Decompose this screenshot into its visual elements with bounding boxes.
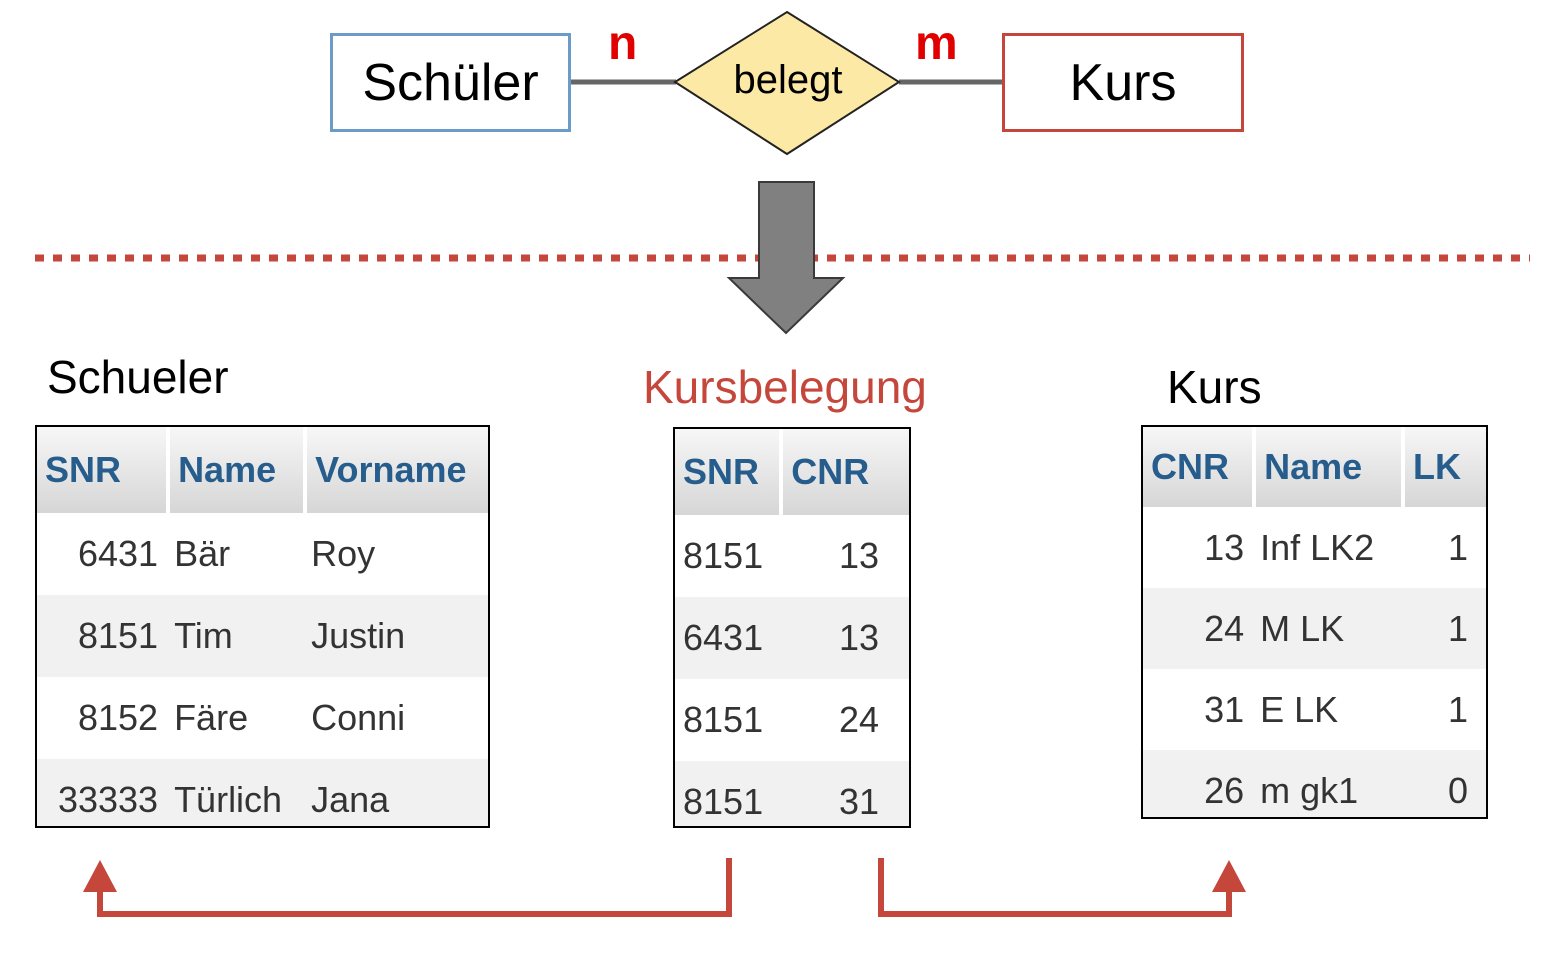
table-cell: 6431	[77, 533, 159, 574]
table-title-kurs: Kurs	[1167, 361, 1262, 413]
table-cell: Jana	[303, 759, 488, 826]
entity-schueler: Schüler	[330, 33, 571, 132]
table-cell: Bär	[174, 533, 231, 574]
table-cell: 8151	[675, 761, 780, 826]
table-cell: 1	[1447, 526, 1468, 568]
column-header: CNR	[1143, 427, 1253, 507]
table-cell: 6431	[675, 597, 780, 679]
column-header: Name	[1252, 427, 1401, 507]
column-header: LK	[1401, 427, 1486, 507]
relationship-diamond	[673, 10, 901, 156]
table-cell: 24	[838, 699, 879, 740]
table-cell: 24	[1143, 588, 1253, 669]
fk-arrow-schueler-line	[97, 858, 732, 917]
table-cell: 0	[1401, 750, 1486, 817]
table-cell: Conni	[311, 697, 406, 738]
table-cell: 1	[1447, 688, 1468, 730]
table-row: 31 E LK 1	[1143, 669, 1486, 750]
table-cell: 31	[1204, 688, 1245, 730]
table-row: 13 Inf LK2 1	[1143, 507, 1486, 588]
table-row: 8151 Tim Justin	[37, 595, 488, 677]
column-header: CNR	[779, 429, 909, 515]
table-row: 8151 13	[675, 515, 909, 597]
column-header: Name	[166, 427, 304, 513]
table-row: 6431 Bär Roy	[37, 513, 488, 595]
fk-arrow-kurs-head	[1212, 860, 1246, 892]
table-cell: 8152	[77, 697, 159, 738]
fk-arrow-schueler-head	[83, 860, 117, 892]
table-cell: 13	[779, 597, 909, 679]
table-kursbelegung: SNR CNR 8151 13 6431 13 8151 24 8151 31	[673, 427, 911, 828]
table-cell: Färe	[174, 697, 249, 738]
relationship-label: belegt	[733, 58, 843, 102]
table-cell: Inf LK2	[1260, 526, 1375, 568]
table-row: 24 M LK 1	[1143, 588, 1486, 669]
column-header: Vorname	[303, 427, 488, 513]
down-arrow	[726, 181, 846, 335]
table-cell: Justin	[303, 595, 488, 677]
entity-kurs: Kurs	[1002, 33, 1244, 132]
entity-schueler-label: Schüler	[362, 53, 539, 112]
fk-arrow-kurs-line	[878, 858, 1232, 917]
table-cell: 33333	[37, 759, 167, 826]
table-cell: 13	[1204, 526, 1245, 568]
cardinality-m: m	[915, 17, 958, 70]
table-cell: M LK	[1252, 588, 1401, 669]
table-cell: Türlich	[166, 759, 304, 826]
table-row: 33333 Türlich Jana	[37, 759, 488, 826]
column-header: SNR	[675, 429, 780, 515]
table-cell: 1	[1401, 588, 1486, 669]
table-row: 26 m gk1 0	[1143, 750, 1486, 817]
table-cell: m gk1	[1252, 750, 1401, 817]
table-row: 8151 31	[675, 761, 909, 826]
entity-kurs-label: Kurs	[1069, 53, 1177, 112]
table-row: 6431 13	[675, 597, 909, 679]
table-cell: Roy	[311, 533, 376, 574]
table-title-kursbelegung: Kursbelegung	[643, 361, 927, 413]
table-cell: 26	[1143, 750, 1253, 817]
table-row: 8151 24	[675, 679, 909, 761]
cardinality-n: n	[608, 17, 638, 70]
table-cell: 31	[779, 761, 909, 826]
table-kurs: CNR Name LK 13 Inf LK2 1 24 M LK 1 31 E …	[1141, 425, 1488, 819]
table-cell: 13	[838, 535, 879, 576]
table-cell: 8151	[37, 595, 167, 677]
column-header: SNR	[37, 427, 167, 513]
table-row: 8152 Färe Conni	[37, 677, 488, 759]
table-cell: E LK	[1260, 688, 1339, 730]
table-title-schueler: Schueler	[47, 351, 229, 403]
table-schueler: SNR Name Vorname 6431 Bär Roy 8151 Tim J…	[35, 425, 490, 828]
table-cell: 8151	[683, 699, 764, 740]
table-cell: Tim	[166, 595, 304, 677]
table-cell: 8151	[683, 535, 764, 576]
